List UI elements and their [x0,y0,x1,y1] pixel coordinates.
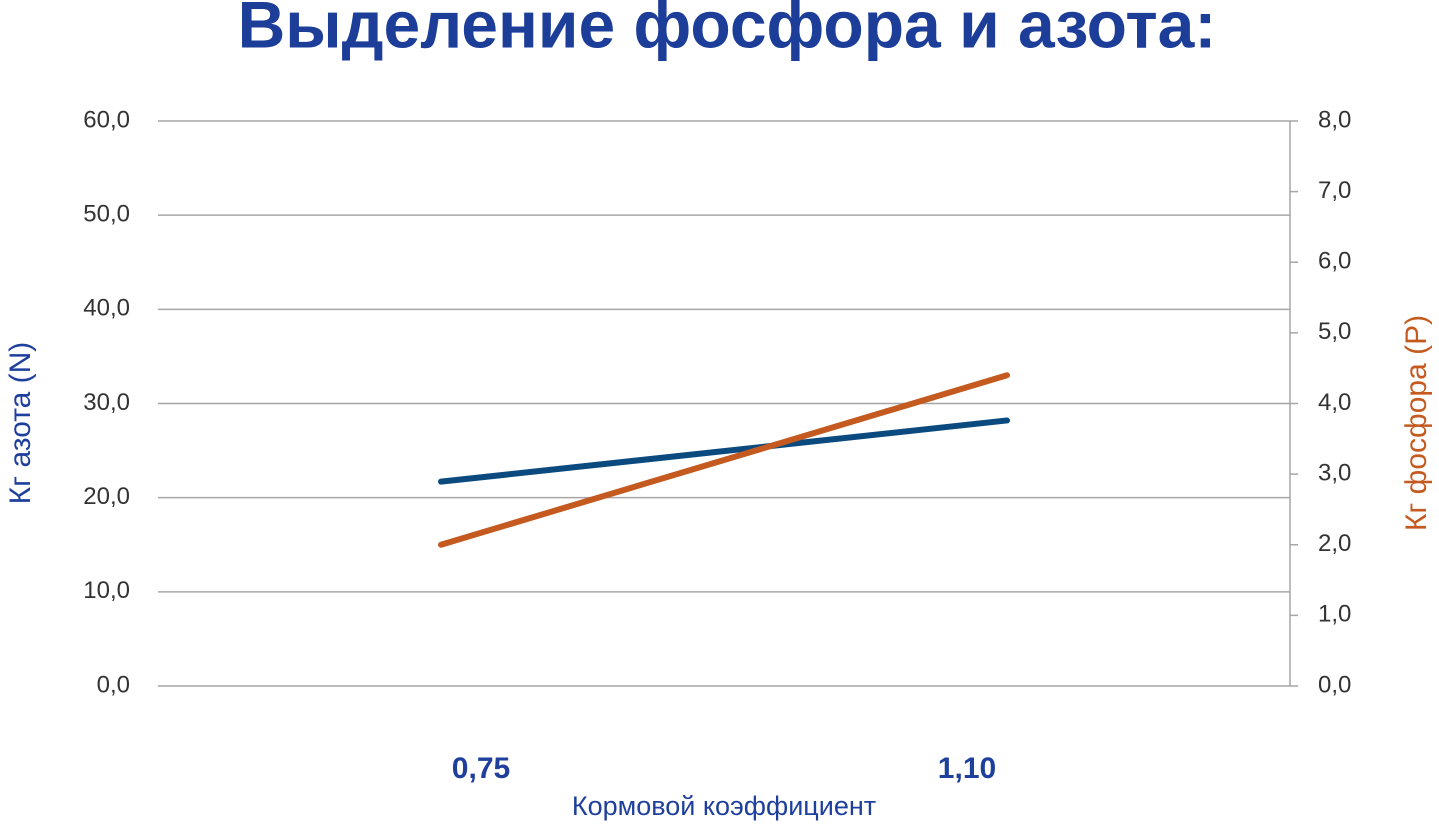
y-tick-label: 30,0 [83,389,130,416]
x-tick-label: 0,75 [452,752,510,785]
y-tick-label: 50,0 [83,201,130,228]
y2-tick-label: 0,0 [1318,671,1351,698]
y2-tick-label: 6,0 [1318,248,1351,275]
y2-tick-label: 8,0 [1318,106,1351,133]
y-tick-label: 0,0 [97,671,130,698]
y2-tick-label: 3,0 [1318,459,1351,486]
chart-title: Выделение фосфора и азота: [238,0,1217,61]
y2-tick-label: 5,0 [1318,318,1351,345]
data-line [438,417,1010,485]
y2-tick-label: 1,0 [1318,601,1351,628]
y-tick-label: 10,0 [83,577,130,604]
y-tick-label: 40,0 [83,295,130,322]
y2-tick-label: 4,0 [1318,389,1351,416]
x-tick-label: 1,10 [938,752,996,785]
x-axis-title: Кормовой коэффициент [572,791,876,821]
y-axis-title: Кг азота (N) [4,342,37,505]
y2-tick-label: 7,0 [1318,177,1351,204]
y-tick-label: 60,0 [83,106,130,133]
y2-tick-label: 2,0 [1318,530,1351,557]
y2-axis-title: Кг фосфора (P) [1400,315,1433,531]
data-line [438,372,1010,548]
y-tick-label: 20,0 [83,483,130,510]
